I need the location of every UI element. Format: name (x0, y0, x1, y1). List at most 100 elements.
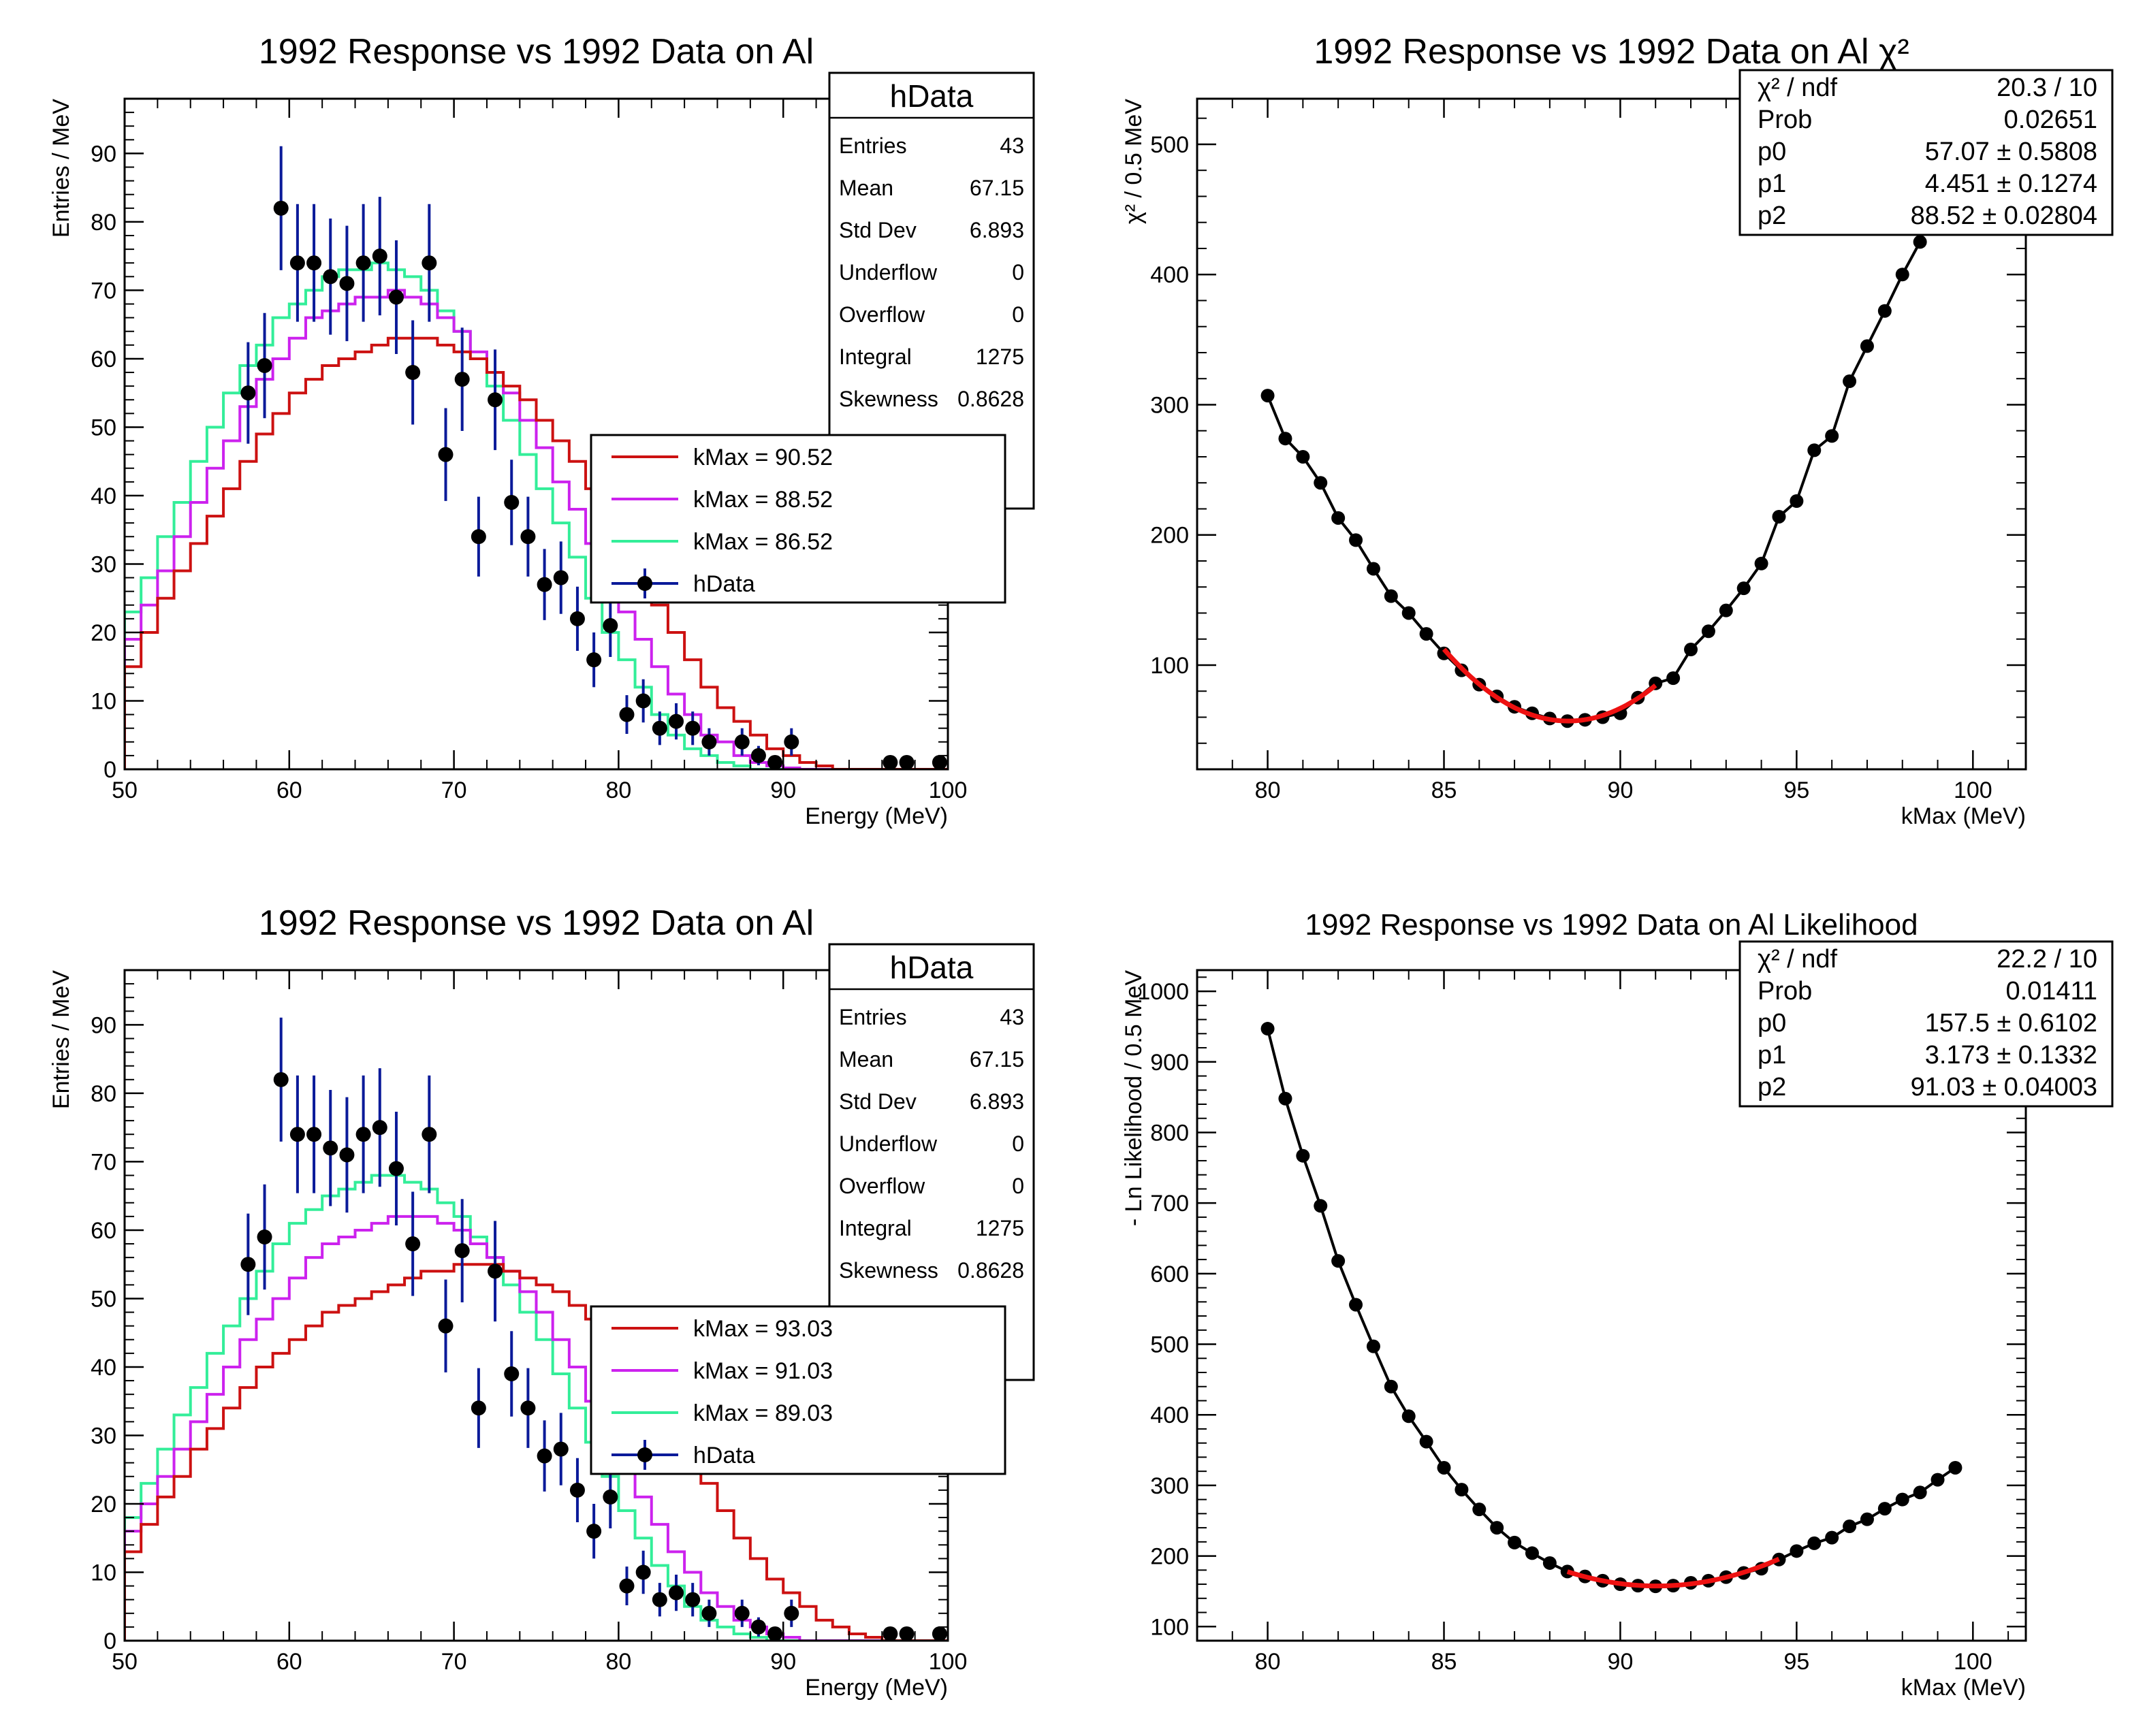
x-tick-label: 80 (1255, 1649, 1281, 1675)
y-tick-label: 20 (91, 1492, 116, 1517)
fit-stats-box: χ² / ndf 22.2 / 10 Prob 0.01411 p0 157.5 ± 0.… (1738, 940, 2114, 1108)
legend-label: kMax = 90.52 (693, 445, 833, 470)
stats-value: 0 (1012, 1131, 1024, 1156)
data-marker (372, 248, 387, 264)
graph-point (1508, 1535, 1522, 1549)
graph-point (1860, 339, 1874, 353)
data-point (553, 1413, 569, 1485)
data-marker (569, 1482, 585, 1498)
fit-stats-frame (1738, 940, 2114, 1108)
legend-label: kMax = 93.03 (693, 1316, 833, 1342)
x-tick-label: 95 (1783, 777, 1809, 803)
data-marker (685, 720, 701, 736)
y-axis-label: - Ln Likelihood / 0.5 MeV (1121, 970, 1147, 1226)
graph-point (1296, 1148, 1310, 1163)
fit-stats-label: χ² / ndf (1758, 74, 1838, 102)
data-marker (767, 1626, 783, 1641)
data-point (685, 711, 701, 745)
data-point (685, 1583, 701, 1617)
stats-label: Underflow (839, 260, 938, 285)
data-point (652, 1583, 667, 1617)
y-tick-label: 50 (91, 1286, 116, 1312)
data-marker (257, 1229, 272, 1244)
graph-line (1266, 241, 1922, 723)
data-marker (355, 1127, 371, 1142)
data-marker (273, 200, 289, 216)
data-marker (750, 1619, 766, 1635)
chart-title: 1992 Response vs 1992 Data on Al (259, 903, 814, 943)
graph-point (1472, 1502, 1487, 1517)
data-point (932, 1626, 947, 1641)
data-point (471, 496, 486, 577)
legend-label: kMax = 86.52 (693, 529, 833, 555)
data-point (372, 197, 387, 316)
data-point (339, 225, 355, 342)
x-tick-label: 100 (1954, 1649, 1992, 1675)
data-marker (883, 754, 898, 769)
legend-label: kMax = 89.03 (693, 1400, 833, 1426)
graph-point (1366, 562, 1380, 576)
stats-value: 6.893 (970, 1089, 1024, 1114)
legend-label: kMax = 91.03 (693, 1358, 833, 1384)
data-point (323, 1090, 338, 1206)
fit-stats-value: 3.173 ± 0.1332 (1925, 1041, 2097, 1070)
x-tick-label: 95 (1783, 1649, 1809, 1675)
data-marker (537, 577, 552, 592)
data-point (372, 1068, 387, 1187)
graph-point (1790, 494, 1804, 508)
legend-entry: kMax = 86.52 (611, 529, 833, 555)
graph-point (1877, 1502, 1892, 1516)
graph-point (1278, 432, 1292, 446)
graph-point (1877, 304, 1892, 318)
x-axis-label: Energy (MeV) (805, 803, 948, 829)
stats-value: 0.8628 (957, 1258, 1024, 1283)
fit-curve (1566, 1556, 1780, 1589)
y-tick-label: 300 (1150, 392, 1189, 418)
data-marker (388, 289, 404, 305)
x-tick-label: 60 (276, 1649, 302, 1675)
data-point (932, 754, 947, 769)
graph-point (1913, 1485, 1927, 1500)
data-marker (422, 255, 437, 271)
data-point (471, 1368, 486, 1448)
graph-point (1314, 1199, 1328, 1213)
data-marker (883, 1626, 898, 1641)
data-point (323, 219, 338, 335)
stats-value: 67.15 (970, 1047, 1024, 1072)
y-tick-label: 40 (91, 1355, 116, 1381)
stats-value: 43 (1000, 1005, 1024, 1029)
x-tick-label: 90 (1608, 777, 1634, 803)
data-marker (520, 1400, 536, 1416)
data-point (734, 1599, 750, 1627)
data-marker (553, 1441, 569, 1457)
graph-point (1754, 556, 1768, 570)
y-tick-label: 70 (91, 1149, 116, 1175)
data-marker (306, 1127, 322, 1142)
data-point (488, 349, 503, 451)
data-marker (701, 734, 717, 750)
data-point (750, 745, 766, 766)
data-point (734, 728, 750, 756)
graph-point (1490, 1521, 1504, 1535)
stats-label: Integral (839, 344, 912, 369)
graph-point (1331, 1254, 1346, 1268)
data-point (883, 1626, 898, 1641)
data-marker (750, 748, 766, 763)
graph-point (1260, 1022, 1275, 1036)
legend-marker-swatch (637, 576, 652, 591)
data-point (586, 1503, 602, 1559)
x-tick-label: 70 (441, 1649, 467, 1675)
data-point (669, 1575, 684, 1611)
data-marker (471, 529, 486, 545)
stats-label: Skewness (839, 387, 938, 411)
fit-stats-box: χ² / ndf 20.3 / 10 Prob 0.02651 p0 57.07 ± 0.… (1738, 69, 2114, 236)
chart-panel-3: 1992 Response vs 1992 Data on Al 50 60 70 80… (48, 903, 1035, 1701)
graph-point (1542, 1556, 1557, 1570)
data-point (454, 1199, 470, 1302)
graph-point (1525, 1546, 1539, 1560)
x-tick-label: 60 (276, 777, 302, 803)
histogram-series-1 (125, 1263, 948, 1641)
fit-stats-value: 0.01411 (2005, 977, 2097, 1006)
data-point (289, 204, 305, 322)
